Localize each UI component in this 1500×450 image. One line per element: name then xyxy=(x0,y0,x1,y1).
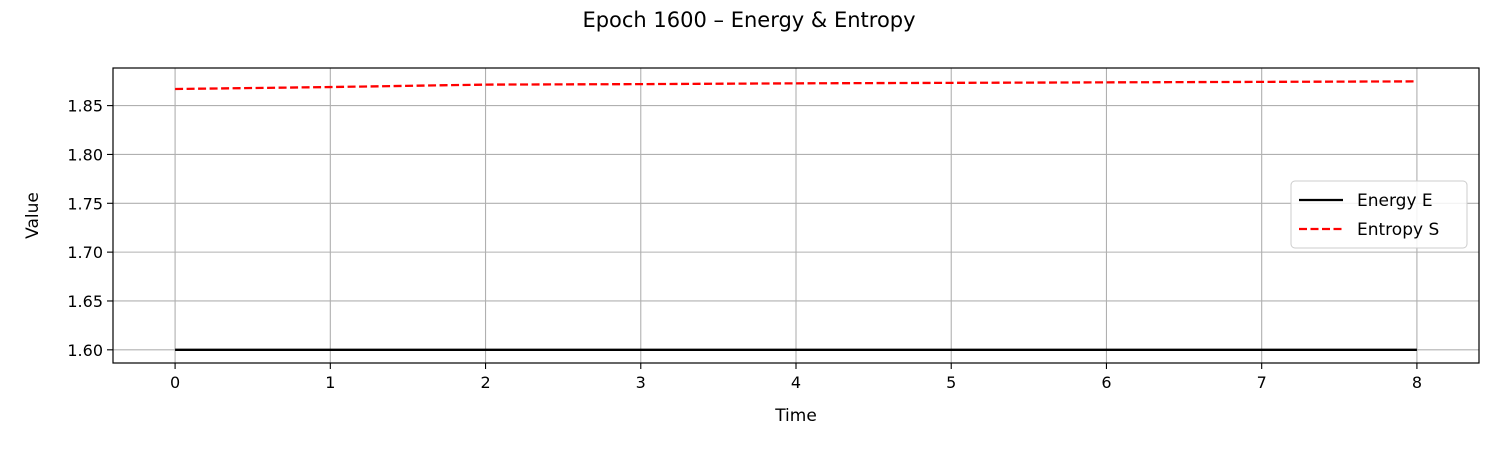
x-tick-label: 3 xyxy=(636,373,646,392)
y-tick-label: 1.80 xyxy=(67,145,103,164)
chart-title: Epoch 1600 – Energy & Entropy xyxy=(582,8,915,32)
y-axis-label: Value xyxy=(23,192,43,239)
y-axis: 1.60 1.65 1.70 1.75 1.80 1.85 xyxy=(67,97,113,360)
x-tick-label: 1 xyxy=(325,373,335,392)
x-tick-label: 4 xyxy=(791,373,801,392)
y-tick-label: 1.70 xyxy=(67,243,103,262)
legend-label-energy: Energy E xyxy=(1357,191,1433,211)
x-axis-label: Time xyxy=(774,406,817,426)
x-tick-label: 2 xyxy=(480,373,490,392)
x-tick-label: 6 xyxy=(1101,373,1111,392)
legend: Energy E Entropy S xyxy=(1290,180,1468,249)
y-tick-label: 1.65 xyxy=(67,292,103,311)
series-layer xyxy=(175,80,1417,351)
x-tick-label: 5 xyxy=(946,373,956,392)
legend-label-entropy: Entropy S xyxy=(1357,220,1439,240)
x-tick-label: 7 xyxy=(1257,373,1267,392)
y-tick-label: 1.75 xyxy=(67,194,103,213)
x-axis: 0 1 2 3 4 5 6 7 8 xyxy=(170,363,1422,392)
grid xyxy=(113,68,1479,363)
x-tick-label: 0 xyxy=(170,373,180,392)
x-tick-label: 8 xyxy=(1412,373,1422,392)
y-tick-label: 1.60 xyxy=(67,341,103,360)
y-tick-label: 1.85 xyxy=(67,97,103,116)
legend-box xyxy=(1290,180,1468,249)
